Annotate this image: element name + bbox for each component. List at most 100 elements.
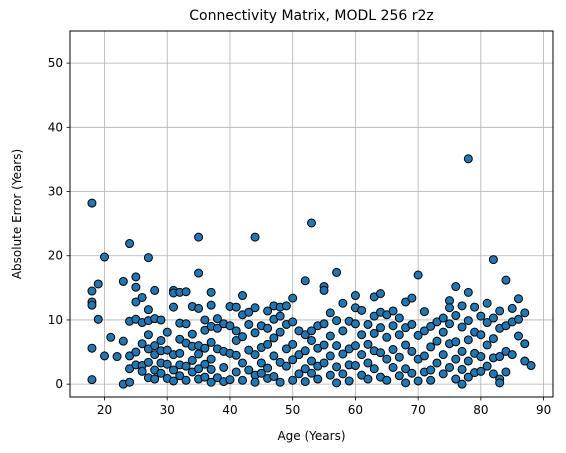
data-point [388,306,398,316]
data-point [363,374,373,384]
data-point [419,326,429,336]
data-point [451,337,461,347]
x-axis-label: Age (Years) [277,429,345,443]
data-point [520,308,530,318]
x-tick-label: 80 [473,403,488,417]
data-point [175,371,185,381]
data-point [432,358,442,368]
data-point [244,365,254,375]
data-point [369,364,379,374]
x-tick-label: 40 [222,403,237,417]
data-point [225,321,235,331]
data-point [250,328,260,338]
y-tick-label: 20 [48,249,63,263]
data-point [319,340,329,350]
data-point [100,351,109,361]
data-point [131,282,141,292]
data-point [288,375,298,385]
data-point [369,328,379,338]
data-point [162,359,172,369]
data-point [426,321,436,331]
data-point [250,232,260,242]
x-tick-label: 90 [536,403,551,417]
data-point [131,272,141,282]
data-point [401,378,411,388]
data-point [200,372,210,382]
data-point [281,361,291,371]
data-point [137,339,147,349]
data-point [388,344,398,354]
data-point [457,364,467,374]
data-point [162,345,172,355]
data-point [263,323,273,333]
x-tick-label: 30 [160,403,175,417]
data-point [244,319,254,329]
data-point [407,319,417,329]
data-point [181,361,191,371]
data-point [413,270,423,280]
data-point [363,358,373,368]
data-point [463,287,473,297]
data-point [169,302,178,312]
data-point [263,306,273,316]
data-point [125,377,135,387]
data-point [313,374,323,384]
data-point [401,340,411,350]
data-point [488,255,498,265]
data-point [495,378,505,388]
data-point [457,322,467,332]
data-point [407,368,417,378]
x-tick-label: 50 [285,403,300,417]
data-point [238,358,247,368]
data-point [350,361,360,371]
data-point [438,327,448,337]
data-point [187,355,197,365]
data-point [93,314,103,324]
data-point [451,282,461,292]
data-point [143,253,153,263]
data-point [194,268,204,278]
data-point [275,311,285,321]
data-point [281,301,291,311]
data-point [169,376,178,386]
data-point [363,319,373,329]
data-point [244,345,254,355]
data-point [150,374,160,384]
y-tick-label: 40 [48,120,63,134]
x-tick-label: 60 [348,403,363,417]
data-point [482,361,492,371]
data-point [501,367,511,377]
data-point [238,332,247,342]
data-point [419,307,429,317]
data-point [263,339,273,349]
data-point [495,306,505,316]
data-point [131,297,141,307]
data-point [194,364,204,374]
data-point [438,313,448,323]
data-point [150,285,160,295]
data-point [325,351,335,361]
plot-area: 20 30 40 50 60 70 80 90 0 10 20 30 40 50 [48,30,554,417]
data-point [231,326,241,336]
data-point [394,371,404,381]
data-point [413,376,423,386]
data-point [482,298,492,308]
data-point [118,336,128,346]
data-point [288,355,298,365]
data-point [244,307,254,317]
data-point [250,350,260,360]
axis-ticks: 20 30 40 50 60 70 80 90 0 10 20 30 40 50 [48,56,552,417]
data-point [376,289,385,299]
data-point [194,303,204,313]
data-point [401,364,411,374]
data-point [426,342,436,352]
data-point [175,348,185,358]
data-point [187,329,197,339]
y-tick-label: 50 [48,56,63,70]
data-point [162,327,172,337]
data-point [350,291,360,301]
data-point [319,319,329,329]
data-point [357,330,367,340]
data-point [332,267,342,277]
data-point [275,377,285,387]
